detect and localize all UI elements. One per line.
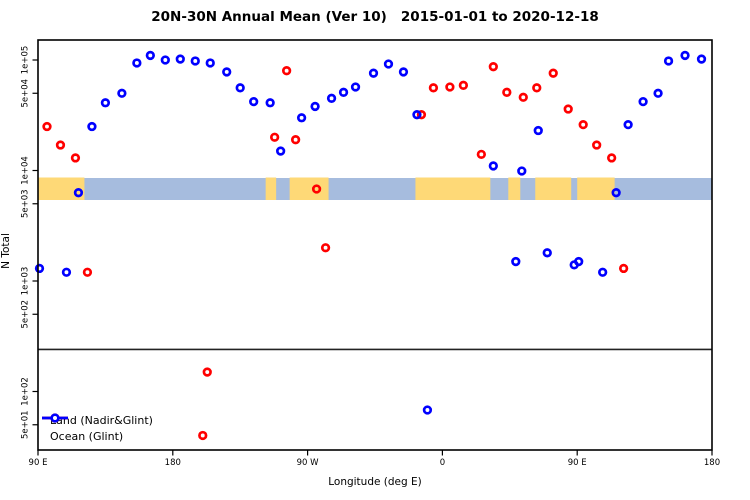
data-point-ocean (611, 188, 621, 198)
data-point-land (320, 243, 331, 253)
map-band-land-segment (577, 177, 615, 200)
data-point-ocean (145, 50, 155, 61)
data-point-ocean (73, 188, 84, 198)
data-point-ocean (598, 267, 608, 277)
y-tick-label: 5e+01 (21, 410, 31, 439)
data-point-ocean (338, 87, 349, 97)
y-tick-label: 1e+02 (21, 377, 31, 406)
data-point-land (592, 140, 602, 150)
data-point-land (488, 62, 498, 72)
data-point-ocean (117, 88, 127, 98)
plot-frame (37, 39, 713, 451)
data-point-land (445, 82, 455, 92)
y-tick-label: 1e+03 (21, 267, 31, 296)
data-point-ocean (663, 56, 674, 66)
data-point-ocean (542, 248, 552, 258)
data-point-ocean (368, 68, 379, 78)
data-point-ocean (350, 82, 361, 92)
data-point-land (55, 140, 66, 150)
x-axis-title: Longitude (deg E) (328, 476, 422, 488)
data-point-land (518, 92, 528, 102)
data-point-ocean (422, 405, 433, 415)
data-point-land (618, 263, 629, 274)
x-tick-label: 180 (165, 458, 181, 468)
y-tick-label: 5e+03 (21, 189, 31, 218)
data-point-land (202, 367, 212, 377)
data-point-land (502, 87, 512, 97)
data-point-land (578, 119, 588, 130)
data-point-ocean (34, 263, 45, 274)
data-point-ocean (249, 96, 259, 107)
data-point-ocean (653, 88, 663, 98)
data-point-ocean (574, 256, 584, 267)
y-tick-label: 1e+05 (21, 46, 31, 75)
x-tick-label: 90 E (29, 458, 48, 468)
data-point-land (198, 430, 208, 441)
data-point-land (311, 184, 322, 194)
data-point-ocean (61, 267, 72, 277)
data-point-land (42, 121, 52, 132)
data-point-ocean (296, 113, 307, 123)
map-band-land-segment (535, 177, 572, 200)
data-point-ocean (275, 146, 286, 156)
data-point-ocean (175, 54, 185, 64)
data-point-ocean (696, 54, 707, 64)
map-band-land-segment (265, 177, 277, 200)
data-point-ocean (488, 161, 498, 171)
data-point-ocean (310, 101, 320, 112)
data-point-land (269, 132, 280, 142)
data-point-land (532, 83, 542, 93)
data-point-ocean (326, 93, 337, 103)
data-point-land (416, 110, 427, 120)
data-point-ocean (412, 110, 422, 120)
data-point-ocean (517, 166, 527, 176)
data-point-land (428, 83, 439, 93)
data-point-land (563, 104, 573, 114)
y-tick-label: 5e+04 (21, 79, 31, 108)
data-point-land (281, 66, 292, 76)
legend: Land (Nadir&Glint) Ocean (Glint) (41, 412, 153, 444)
data-point-land (290, 135, 301, 145)
data-point-land (82, 267, 93, 277)
x-tick-label: 0 (440, 458, 445, 468)
map-band-land-segment (38, 177, 85, 200)
data-point-ocean (398, 67, 409, 77)
data-point-ocean (680, 50, 690, 61)
x-tick-label: 180 (704, 458, 720, 468)
data-point-ocean (638, 96, 648, 107)
data-point-ocean (222, 67, 232, 77)
data-point-ocean (205, 58, 215, 68)
legend-item-ocean: Ocean (Glint) (41, 413, 153, 444)
map-band-land-segment (415, 177, 491, 200)
data-point-ocean (100, 98, 111, 108)
data-point-ocean (533, 125, 543, 136)
data-point-land (606, 153, 617, 163)
map-band-land-segment (508, 177, 521, 200)
data-point-ocean (132, 58, 142, 68)
data-point-ocean (235, 83, 245, 93)
data-point-ocean (265, 98, 275, 108)
data-point-land (476, 149, 486, 160)
y-axis-title: N Total (0, 233, 12, 269)
y-tick-label: 5e+02 (21, 300, 31, 329)
legend-label-ocean: Ocean (Glint) (50, 429, 124, 443)
map-band-land-segment (289, 177, 329, 200)
x-tick-label: 90 E (568, 458, 587, 468)
data-point-ocean (160, 55, 170, 65)
data-point-land (548, 68, 558, 78)
legend-symbol-ocean-icon (42, 413, 68, 423)
x-tick-label: 90 W (297, 458, 320, 468)
data-point-ocean (623, 119, 633, 130)
data-point-land (70, 153, 81, 163)
data-point-ocean (190, 56, 200, 66)
y-tick-label: 1e+04 (21, 156, 31, 185)
data-point-ocean (383, 59, 394, 69)
chart-title: 20N-30N Annual Mean (Ver 10) 2015-01-01 … (151, 9, 599, 25)
data-point-ocean (511, 256, 521, 267)
data-point-land (458, 80, 469, 90)
data-point-ocean (87, 121, 97, 132)
